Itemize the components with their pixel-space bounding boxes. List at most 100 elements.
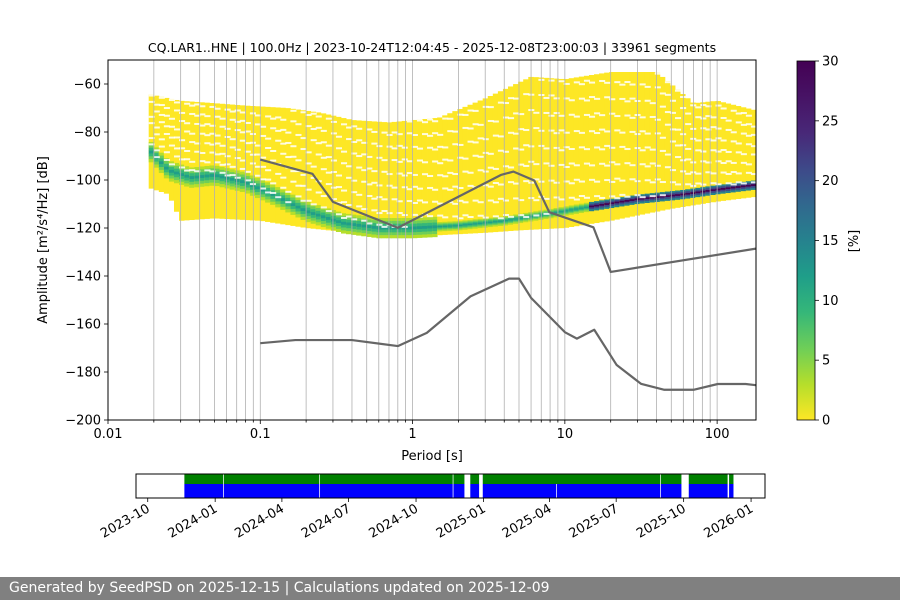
psd-density-cell xyxy=(254,177,261,181)
psd-density-cell xyxy=(735,187,742,190)
psd-density-gap xyxy=(442,158,449,161)
psd-density-gap xyxy=(158,96,165,99)
psd-density-cell xyxy=(330,227,337,231)
psd-density-cell xyxy=(396,220,403,225)
psd-density-cell xyxy=(695,189,701,192)
psd-density-gap xyxy=(280,128,287,131)
psd-density-gap xyxy=(568,196,575,199)
x-grid-lines xyxy=(107,60,718,420)
psd-density-gap xyxy=(295,159,302,162)
psd-density-cell xyxy=(502,216,509,218)
psd-density-cell xyxy=(467,225,473,227)
psd-density-gap xyxy=(300,173,307,176)
psd-density-gap xyxy=(229,118,236,121)
psd-density-gap xyxy=(675,89,682,92)
psd-density-gap xyxy=(609,180,616,183)
psd-density-column xyxy=(624,72,630,218)
psd-density-gap xyxy=(619,179,626,182)
psd-density-cell xyxy=(330,215,337,219)
psd-density-cell xyxy=(381,226,387,230)
psd-density-gap xyxy=(346,176,353,179)
psd-density-cell xyxy=(184,174,190,178)
psd-density-gap xyxy=(270,182,277,185)
psd-density-gap xyxy=(599,128,606,131)
psd-density-gap xyxy=(330,159,337,162)
psd-density-cell xyxy=(335,223,342,227)
psd-density-column xyxy=(341,118,347,232)
psd-density-gap xyxy=(523,164,530,167)
psd-density-cell xyxy=(715,184,721,188)
psd-density-cell xyxy=(457,228,463,231)
psd-density-gap xyxy=(502,150,510,153)
psd-density-gap xyxy=(573,130,580,133)
psd-density-gap xyxy=(639,163,646,166)
psd-density-gap xyxy=(457,113,464,116)
psd-density-cell xyxy=(695,191,701,194)
psd-density-gap xyxy=(730,171,737,174)
psd-density-cell xyxy=(472,224,479,227)
psd-density-gap xyxy=(219,163,226,166)
psd-density-cell xyxy=(457,220,463,223)
psd-density-gap xyxy=(543,162,550,165)
psd-density-gap xyxy=(467,171,474,174)
psd-density-gap xyxy=(588,164,596,167)
psd-density-gap xyxy=(533,111,540,114)
psd-density-gap xyxy=(168,117,175,120)
psd-density-cell xyxy=(325,216,332,221)
psd-density-column xyxy=(543,77,549,229)
psd-density-gap xyxy=(260,178,267,181)
psd-density-column xyxy=(366,121,372,234)
psd-density-cell xyxy=(523,218,529,220)
psd-density-cell xyxy=(239,174,246,178)
psd-density-gap xyxy=(492,120,499,123)
psd-density-column xyxy=(361,120,367,234)
psd-density-gap xyxy=(457,199,464,202)
psd-density-gap xyxy=(416,147,423,150)
psd-density-column xyxy=(189,101,195,221)
psd-density-cell xyxy=(270,196,276,200)
psd-density-gap xyxy=(720,107,727,110)
psd-density-column xyxy=(720,102,727,201)
psd-density-cell xyxy=(568,205,575,208)
psd-density-cell xyxy=(639,194,646,197)
psd-density-gap xyxy=(239,119,246,122)
psd-density-gap xyxy=(214,161,221,164)
psd-density-cell xyxy=(411,226,418,230)
psd-density-gap xyxy=(639,149,646,152)
psd-density-cell xyxy=(573,212,580,214)
psd-density-cell xyxy=(472,225,479,228)
timeline-tick-label: 2025-07 xyxy=(567,501,622,541)
psd-density-gap xyxy=(573,164,580,167)
psd-density-cell xyxy=(411,235,418,239)
psd-density-cell xyxy=(432,228,438,232)
psd-density-gap xyxy=(209,132,216,135)
psd-density-gap xyxy=(179,120,186,123)
psd-density-gap xyxy=(533,178,540,181)
psd-density-cell xyxy=(518,218,524,221)
psd-density-gap xyxy=(609,112,616,115)
psd-density-cell xyxy=(487,225,494,228)
psd-density-cell xyxy=(335,211,342,215)
psd-density-cell xyxy=(604,206,610,209)
psd-density-gap xyxy=(381,225,388,228)
psd-density-cell xyxy=(411,229,418,233)
psd-density-cell xyxy=(695,193,701,196)
psd-density-cell xyxy=(664,195,671,198)
psd-density-gap xyxy=(659,136,666,139)
psd-density-cell xyxy=(265,188,271,192)
psd-density-cell xyxy=(654,192,661,195)
psd-density-gap xyxy=(265,191,272,194)
psd-density-gap xyxy=(553,196,560,199)
psd-density-cell xyxy=(371,225,377,230)
psd-density-gap xyxy=(705,138,712,141)
psd-density-cell xyxy=(437,225,443,228)
psd-density-cell xyxy=(533,217,539,220)
psd-density-cell xyxy=(356,221,362,225)
psd-density-cell xyxy=(644,197,651,200)
psd-density-cell xyxy=(614,205,620,208)
colorbar-tick-label: 0 xyxy=(822,414,830,429)
psd-density-cell xyxy=(452,227,458,230)
psd-density-cell xyxy=(335,228,342,232)
psd-density-cell xyxy=(624,199,630,203)
psd-density-gap xyxy=(386,212,393,215)
